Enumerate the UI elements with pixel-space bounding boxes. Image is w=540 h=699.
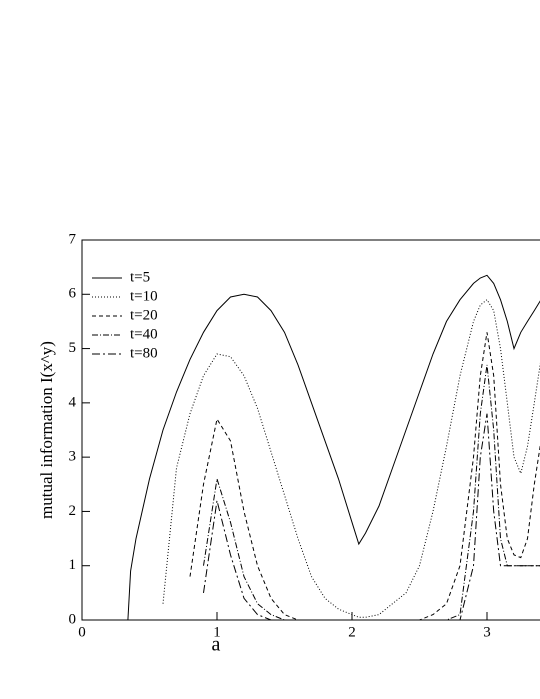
legend-label: t=80 — [130, 345, 158, 361]
legend-label: t=10 — [130, 288, 158, 304]
series-line — [203, 413, 540, 621]
x-tick-label: 2 — [348, 624, 356, 640]
legend-label: t=20 — [130, 307, 158, 323]
legend-label: t=5 — [130, 269, 150, 285]
y-axis-label: mutual information I(x^y) — [37, 341, 56, 519]
y-tick-label: 2 — [69, 503, 77, 519]
x-axis-label: a — [212, 634, 221, 656]
series-line — [189, 332, 540, 621]
series-line — [127, 274, 540, 621]
y-tick-label: 1 — [69, 557, 77, 573]
x-tick-label: 3 — [483, 624, 491, 640]
y-tick-label: 4 — [69, 394, 77, 410]
y-tick-label: 7 — [69, 231, 77, 247]
series-line — [162, 298, 540, 618]
y-tick-label: 0 — [69, 611, 77, 627]
series-line — [203, 364, 540, 621]
x-tick-label: 0 — [78, 624, 86, 640]
x-tick-label: 1 — [213, 624, 221, 640]
legend-label: t=40 — [130, 326, 158, 342]
y-tick-label: 3 — [69, 449, 77, 465]
y-tick-label: 5 — [69, 340, 77, 356]
y-tick-label: 6 — [69, 286, 77, 302]
